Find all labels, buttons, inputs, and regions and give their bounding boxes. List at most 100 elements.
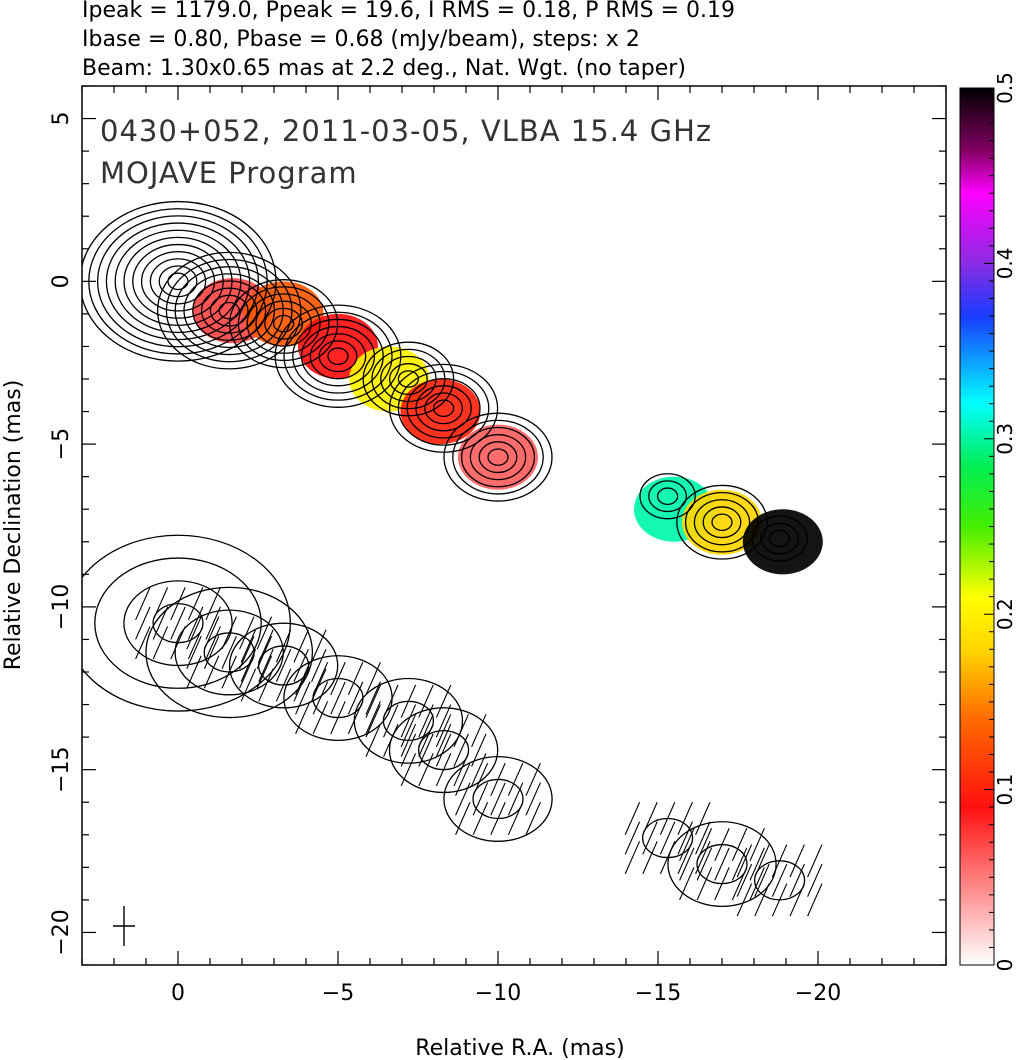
intensity-contour: [768, 529, 791, 548]
intensity-contour: [96, 215, 260, 348]
intensity-contour: [292, 318, 384, 394]
evpa-vector: [312, 681, 329, 715]
evpa-vector: [490, 782, 506, 816]
evpa-vector: [330, 701, 346, 735]
evpa-vector: [754, 883, 770, 917]
evpa-vector: [400, 723, 417, 757]
evpa-vector: [152, 587, 169, 621]
evpa-vector: [275, 668, 292, 702]
evpa-vector: [365, 681, 381, 715]
evpa-vector: [221, 655, 237, 689]
evpa-vector: [677, 801, 693, 836]
evpa-vector: [677, 821, 693, 855]
evpa-vector: [295, 701, 311, 735]
evpa-vector: [293, 648, 309, 682]
evpa-vector: [771, 844, 788, 878]
evpa-vector: [221, 616, 237, 650]
header-line-2: Ibase = 0.80, Pbase = 0.68 (mJy/beam), s…: [82, 27, 640, 52]
intensity-contour: [300, 325, 376, 387]
evpa-vector: [365, 662, 381, 696]
evpa-vector: [642, 821, 658, 855]
evpa-vector: [312, 701, 329, 735]
evpa-vector: [383, 684, 399, 718]
evpa-vector: [807, 844, 823, 878]
polarization-region: [742, 509, 823, 575]
evpa-vector: [256, 655, 273, 689]
evpa-vector: [418, 753, 434, 787]
evpa-vector: [435, 704, 452, 738]
evpa-vector: [749, 867, 765, 901]
x-axis-title: Relative R.A. (mas): [415, 1036, 624, 1060]
evpa-vector: [471, 753, 487, 787]
evpa-vector: [311, 648, 327, 682]
header-line-3: Beam: 1.30x0.65 mas at 2.2 deg., Nat. Wg…: [82, 56, 686, 81]
evpa-vector: [754, 844, 770, 878]
intensity-contour: [114, 229, 242, 334]
intensity-contour: [192, 280, 267, 341]
evpa-vector: [152, 606, 169, 640]
evpa-vector: [311, 668, 327, 702]
evpa-vector: [696, 867, 713, 901]
evpa-vector: [490, 801, 506, 836]
evpa-vector: [471, 733, 487, 767]
intensity-contour: [255, 300, 312, 347]
evpa-vector: [714, 847, 730, 881]
evpa-vector: [330, 681, 346, 715]
intensity-contour: [165, 258, 293, 363]
evpa-vector: [365, 701, 381, 735]
intensity-contour: [283, 311, 393, 401]
evpa-vector: [170, 587, 186, 621]
evpa-vector: [275, 648, 292, 682]
evpa-vector: [435, 714, 452, 748]
x-tick-label: −10: [475, 981, 521, 1006]
polarized-contour: [443, 755, 553, 842]
colorbar-gradient: [959, 87, 995, 966]
y-tick-label: 5: [49, 112, 74, 126]
evpa-vector: [731, 867, 748, 901]
intensity-contour: [684, 491, 760, 553]
intensity-contour: [274, 304, 402, 408]
intensity-contour: [415, 385, 472, 432]
polarized-contour: [228, 622, 339, 709]
evpa-vector: [771, 863, 788, 897]
evpa-vector: [789, 863, 805, 897]
colorbar: 0 0.1 0.2 0.3 0.4 0.5: [959, 72, 1017, 972]
evpa-vector: [330, 662, 346, 696]
intensity-contour: [751, 515, 808, 562]
evpa-vector: [347, 681, 364, 715]
source-annotation: 0430+052, 2011-03-05, VLBA 15.4 GHz: [100, 114, 712, 148]
intensity-contour: [156, 251, 302, 370]
evpa-vector: [472, 762, 489, 796]
y-tick-label: −10: [49, 584, 74, 630]
evpa-vector: [736, 863, 753, 897]
intensity-contour: [424, 392, 464, 425]
evpa-vector: [455, 762, 471, 796]
colorbar-tick-label: 0: [993, 959, 1017, 972]
intensity-contour: [432, 399, 455, 418]
evpa-vector: [435, 733, 452, 767]
x-tick-label: −20: [795, 981, 841, 1006]
evpa-vector: [135, 606, 151, 640]
evpa-vector: [696, 828, 713, 862]
evpa-vector: [696, 847, 713, 881]
evpa-vector: [400, 714, 417, 748]
evpa-vector: [256, 616, 273, 650]
polarization-color-layer: [192, 278, 823, 575]
program-annotation: MOJAVE Program: [100, 156, 358, 190]
evpa-vector: [624, 841, 641, 875]
evpa-vector: [312, 662, 329, 696]
evpa-vector: [239, 655, 255, 689]
intensity-contour: [469, 434, 527, 481]
polarized-contour: [94, 557, 262, 689]
evpa-vector: [679, 867, 695, 901]
evpa-vector: [258, 648, 274, 682]
intensity-contour: [693, 499, 751, 546]
evpa-vector: [659, 841, 676, 875]
intensity-contour: [82, 200, 277, 362]
evpa-vector: [731, 828, 748, 862]
evpa-vector: [749, 847, 765, 881]
evpa-vector: [347, 701, 364, 735]
intensity-contour: [452, 419, 544, 495]
evpa-vector: [311, 629, 327, 663]
